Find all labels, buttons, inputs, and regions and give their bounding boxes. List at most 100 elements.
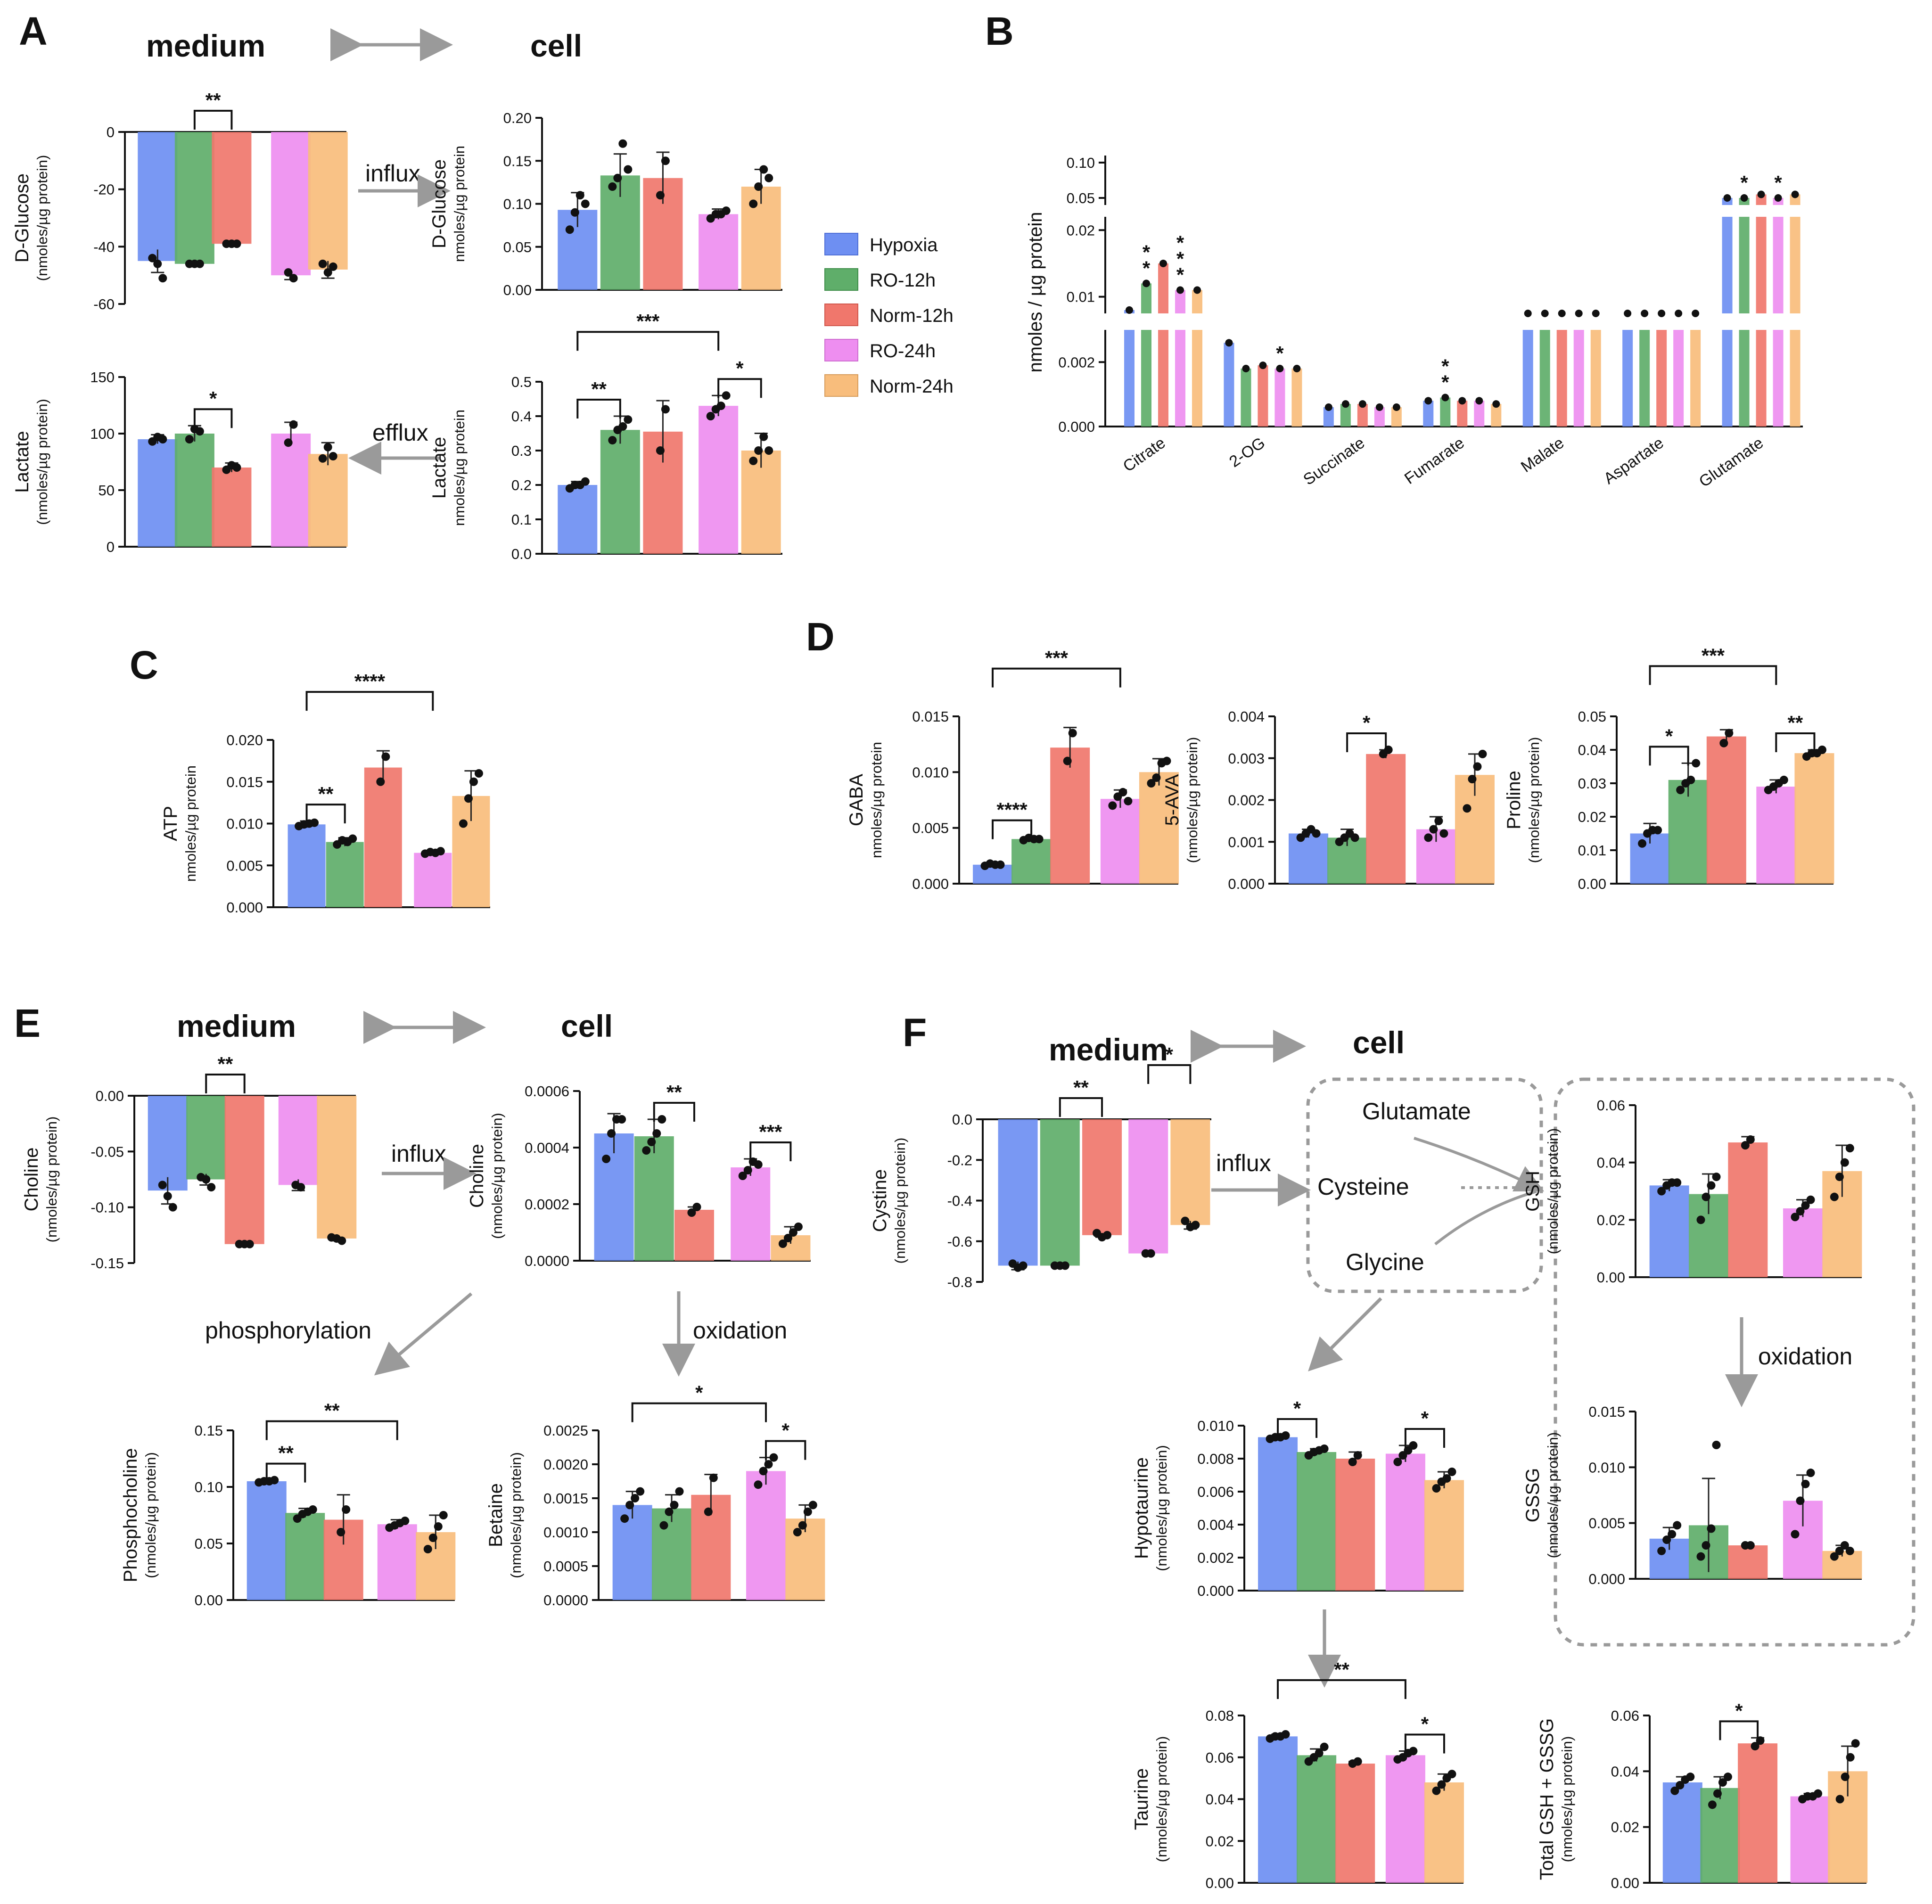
y-tick-label: 0.004 xyxy=(1228,708,1265,725)
data-point xyxy=(1817,746,1826,754)
data-point xyxy=(1707,1524,1716,1533)
panel-letter-b: B xyxy=(985,9,1014,53)
data-point xyxy=(1068,729,1077,738)
data-point xyxy=(709,1473,718,1482)
chart-c-atp: 0.000 0.005 0.010 0.015 0.020 ATP nmoles/µg pr… xyxy=(160,670,490,916)
significance-label: ** xyxy=(278,1442,294,1464)
data-point xyxy=(1108,801,1117,810)
y-tick-label: 0.000 xyxy=(1228,876,1265,892)
y-axis-title: Hypotaurine xyxy=(1131,1457,1152,1559)
data-point xyxy=(1019,1261,1028,1270)
data-point xyxy=(1707,1181,1716,1190)
data-point xyxy=(658,1115,666,1124)
category-label: 2-OG xyxy=(1226,434,1268,471)
bar-norm-12h xyxy=(1082,1119,1122,1235)
y-tick-label: 0.0006 xyxy=(525,1083,569,1100)
data-point xyxy=(1437,1780,1446,1789)
data-point xyxy=(754,182,763,191)
chart-e-medium-choline: 0.00 -0.05 -0.10 -0.15 Choline (nmoles/µg pro… xyxy=(21,1053,357,1272)
data-point xyxy=(1796,1207,1805,1216)
data-point xyxy=(613,173,622,182)
bar-ro-12h xyxy=(1241,369,1251,427)
data-point xyxy=(1675,310,1683,317)
data-point xyxy=(575,191,584,200)
data-point xyxy=(1392,403,1400,411)
data-point xyxy=(1478,749,1487,758)
y-tick-label: 0.002 xyxy=(1228,792,1265,809)
significance-bracket xyxy=(265,1420,398,1440)
y-tick-label: 0 xyxy=(107,124,115,140)
y-axis-title: Total GSH + GSSG xyxy=(1537,1718,1557,1880)
data-point xyxy=(1746,1541,1755,1550)
y-tick-label: 0.005 xyxy=(912,820,949,837)
chart-a-medium-glucose: 0 -20 -40 -60 D-Glucose (nmoles/µg protein) ** xyxy=(12,89,348,312)
data-point xyxy=(1458,397,1466,405)
legend-label-norm24: Norm-24h xyxy=(870,376,954,397)
significance-label: ** xyxy=(324,1400,340,1422)
significance-bracket xyxy=(1649,746,1689,766)
e-phosphorylation-label: phosphorylation xyxy=(205,1317,371,1344)
f-glutathione-box xyxy=(1554,1077,1916,1647)
significance-bracket xyxy=(305,691,434,711)
data-point xyxy=(464,794,473,803)
data-point xyxy=(270,1476,279,1485)
y-tick-label: 0.00 xyxy=(1206,1875,1234,1891)
y-tick-label: 0.015 xyxy=(912,708,949,725)
data-point xyxy=(1181,1216,1190,1225)
data-point xyxy=(706,412,715,420)
data-point xyxy=(1281,1730,1290,1739)
y-tick-label: 0.0 xyxy=(952,1111,972,1128)
data-point xyxy=(1409,1441,1418,1450)
y-axis-unit: (nmoles/µg protein) xyxy=(1545,1128,1561,1255)
data-point xyxy=(1835,1173,1844,1182)
bar-norm-24h xyxy=(1391,407,1402,427)
data-point xyxy=(168,1203,177,1212)
data-point xyxy=(1751,1742,1759,1751)
chart-a-cell-lactate: 0.0 0.1 0.2 0.3 0.4 0.5 Lactate nmoles/µg prote… xyxy=(429,310,782,562)
significance-label: * xyxy=(736,357,744,379)
bar-ro-24h xyxy=(1783,1208,1823,1277)
data-point xyxy=(1845,1144,1854,1153)
data-point xyxy=(1740,194,1748,202)
significance-label: * xyxy=(1441,355,1449,378)
y-axis-title: Choline xyxy=(467,1144,487,1208)
bar-ro-24h xyxy=(1385,1453,1425,1591)
y-tick-label: 0.001 xyxy=(1228,834,1265,850)
significance-bracket xyxy=(576,399,621,419)
bar-ro-24h xyxy=(1374,407,1385,427)
data-point xyxy=(1696,1552,1705,1561)
y-tick-label: 0.0000 xyxy=(525,1253,569,1269)
bar-norm-24h xyxy=(1794,753,1834,884)
data-point xyxy=(1673,1178,1682,1187)
significance-label: ** xyxy=(218,1053,233,1075)
data-point xyxy=(1774,194,1782,202)
data-point xyxy=(232,239,241,248)
significance-bracket xyxy=(205,1074,246,1093)
y-tick-label: 0.02 xyxy=(1206,1833,1234,1849)
y-tick-label: 0.0015 xyxy=(543,1490,588,1507)
data-point xyxy=(423,1545,432,1553)
y-tick-label: 0.01 xyxy=(1578,842,1606,859)
data-point xyxy=(195,427,204,436)
y-tick-label: 0.08 xyxy=(1206,1707,1234,1724)
data-point xyxy=(661,405,670,414)
significance-label: * xyxy=(1143,257,1151,279)
bar-ro-12h xyxy=(634,1136,674,1261)
chart-f-gsh: 0.00 0.02 0.04 0.06 GSH (nmoles/µg protein) xyxy=(1522,1097,1862,1286)
data-point xyxy=(608,182,617,191)
data-point xyxy=(607,1129,616,1138)
a-cell-title: cell xyxy=(530,28,582,63)
y-axis-title: Phosphocholine xyxy=(120,1448,141,1583)
data-point xyxy=(158,435,167,443)
significance-label: **** xyxy=(354,670,386,692)
y-tick-label: 50 xyxy=(99,482,115,499)
y-tick-label: 0.05 xyxy=(503,239,532,255)
bar-ro-12h xyxy=(1297,1755,1337,1883)
bar-hypoxia xyxy=(1722,330,1733,427)
data-point xyxy=(1653,826,1662,835)
data-point xyxy=(1696,1215,1705,1224)
data-point xyxy=(1159,259,1167,267)
data-point xyxy=(1791,1530,1800,1539)
bar-ro-24h xyxy=(1573,330,1584,427)
y-tick-label: 0.010 xyxy=(1588,1459,1625,1476)
